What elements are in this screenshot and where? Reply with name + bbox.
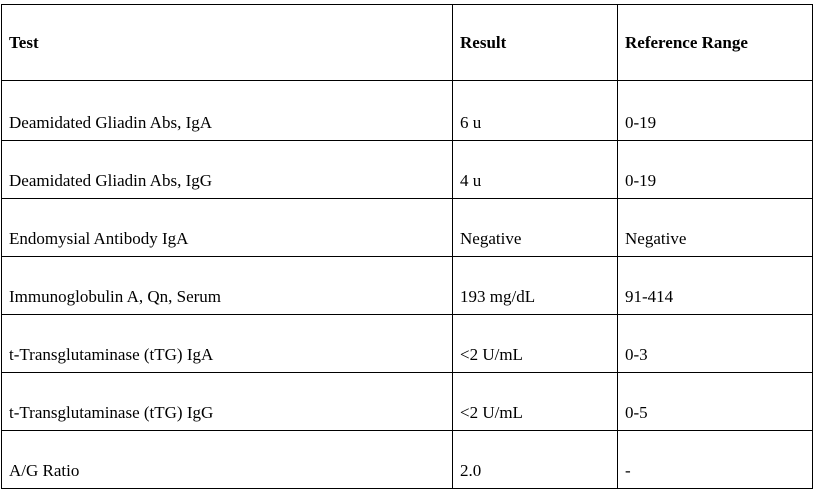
column-header-test: Test — [1, 4, 453, 81]
table-row: Endomysial Antibody IgA Negative Negativ… — [1, 198, 813, 257]
reference-range-cell: Negative — [617, 198, 813, 257]
test-name-cell: A/G Ratio — [1, 430, 453, 489]
result-cell: 193 mg/dL — [452, 256, 618, 315]
test-name-cell: Deamidated Gliadin Abs, IgA — [1, 80, 453, 141]
header-row: Test Result Reference Range — [1, 4, 813, 81]
table-row: t-Transglutaminase (tTG) IgG <2 U/mL 0-5 — [1, 372, 813, 431]
test-name-cell: Immunoglobulin A, Qn, Serum — [1, 256, 453, 315]
reference-range-cell: 91-414 — [617, 256, 813, 315]
reference-range-cell: 0-19 — [617, 80, 813, 141]
column-header-reference-range: Reference Range — [617, 4, 813, 81]
reference-range-cell: - — [617, 430, 813, 489]
test-name-cell: Endomysial Antibody IgA — [1, 198, 453, 257]
reference-range-cell: 0-19 — [617, 140, 813, 199]
table-row: t-Transglutaminase (tTG) IgA <2 U/mL 0-3 — [1, 314, 813, 373]
reference-range-cell: 0-3 — [617, 314, 813, 373]
test-name-cell: t-Transglutaminase (tTG) IgG — [1, 372, 453, 431]
table-row: Deamidated Gliadin Abs, IgA 6 u 0-19 — [1, 80, 813, 141]
result-cell: <2 U/mL — [452, 372, 618, 431]
test-name-cell: t-Transglutaminase (tTG) IgA — [1, 314, 453, 373]
lab-results-table: Test Result Reference Range Deamidated G… — [1, 4, 813, 489]
table-row: Immunoglobulin A, Qn, Serum 193 mg/dL 91… — [1, 256, 813, 315]
result-cell: 4 u — [452, 140, 618, 199]
table-row: Deamidated Gliadin Abs, IgG 4 u 0-19 — [1, 140, 813, 199]
result-cell: <2 U/mL — [452, 314, 618, 373]
result-cell: 2.0 — [452, 430, 618, 489]
result-cell: Negative — [452, 198, 618, 257]
reference-range-cell: 0-5 — [617, 372, 813, 431]
result-cell: 6 u — [452, 80, 618, 141]
column-header-result: Result — [452, 4, 618, 81]
test-name-cell: Deamidated Gliadin Abs, IgG — [1, 140, 453, 199]
table-row: A/G Ratio 2.0 - — [1, 430, 813, 489]
